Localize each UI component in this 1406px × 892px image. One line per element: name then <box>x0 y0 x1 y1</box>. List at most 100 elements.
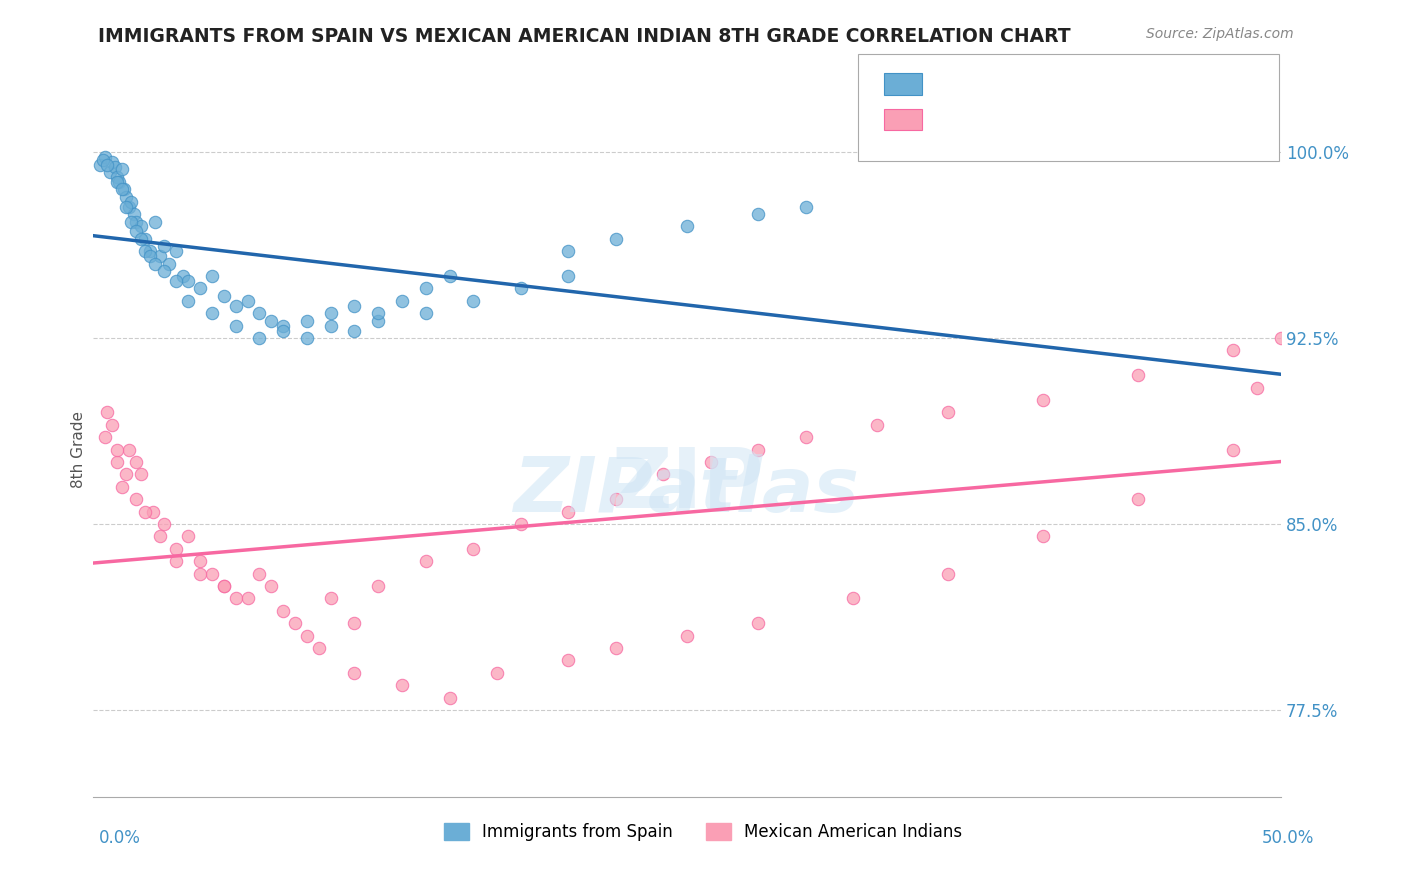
Text: ZIPatlas: ZIPatlas <box>515 454 860 528</box>
Point <box>143 257 166 271</box>
Point <box>129 467 152 482</box>
Point <box>249 566 271 581</box>
Point <box>172 268 194 283</box>
Point <box>103 160 125 174</box>
Point <box>794 200 817 214</box>
Point <box>391 678 413 692</box>
Point <box>129 219 152 234</box>
Point <box>463 541 485 556</box>
Point <box>89 157 111 171</box>
Point <box>284 616 307 631</box>
Point <box>1128 492 1150 507</box>
Text: ZIP: ZIP <box>610 444 763 524</box>
Point <box>111 480 134 494</box>
Point <box>101 417 124 432</box>
Point <box>115 190 138 204</box>
Legend: Immigrants from Spain, Mexican American Indians: Immigrants from Spain, Mexican American … <box>437 816 969 848</box>
Point <box>557 268 579 283</box>
Point <box>212 579 235 593</box>
Point <box>101 155 124 169</box>
Point <box>260 579 283 593</box>
Point <box>367 306 389 320</box>
Point <box>439 268 461 283</box>
Point <box>105 442 128 457</box>
Point <box>509 516 531 531</box>
Point <box>260 314 283 328</box>
Point <box>249 331 271 345</box>
Point <box>153 516 176 531</box>
Point <box>676 219 699 234</box>
Point <box>149 249 172 263</box>
Point <box>225 318 247 333</box>
Point <box>367 579 389 593</box>
Point <box>486 665 509 680</box>
Point <box>866 417 889 432</box>
Point <box>938 566 960 581</box>
Point <box>165 274 187 288</box>
Point <box>118 200 141 214</box>
Point <box>1222 343 1244 358</box>
Point <box>676 629 699 643</box>
Point <box>700 455 723 469</box>
Y-axis label: 8th Grade: 8th Grade <box>72 411 86 488</box>
Point <box>96 157 118 171</box>
Point <box>236 591 259 606</box>
Point <box>91 153 114 167</box>
Point <box>415 306 437 320</box>
Point <box>188 554 211 568</box>
Point <box>319 318 342 333</box>
Point <box>177 293 200 308</box>
Point <box>747 207 769 221</box>
Point <box>295 331 318 345</box>
Point <box>165 541 187 556</box>
Point <box>94 150 117 164</box>
Point <box>125 214 148 228</box>
Point <box>122 207 145 221</box>
Point <box>794 430 817 444</box>
Text: R = 0.435    N = 70: R = 0.435 N = 70 <box>931 76 1092 94</box>
Point <box>938 405 960 419</box>
Point <box>842 591 865 606</box>
Point <box>557 653 579 667</box>
Text: R = 0.377    N = 62: R = 0.377 N = 62 <box>931 112 1092 129</box>
Point <box>308 640 330 655</box>
Point <box>605 492 627 507</box>
Point <box>605 640 627 655</box>
Point <box>343 616 366 631</box>
Point <box>1032 529 1054 543</box>
Point <box>271 604 294 618</box>
Point <box>225 299 247 313</box>
Point <box>143 214 166 228</box>
Point <box>98 165 121 179</box>
Text: ZIPatlas: ZIPatlas <box>496 444 877 524</box>
Point <box>201 268 224 283</box>
Point <box>129 232 152 246</box>
Point <box>134 232 156 246</box>
Point <box>105 455 128 469</box>
Point <box>125 455 148 469</box>
Point <box>343 665 366 680</box>
Point <box>108 175 131 189</box>
Point <box>134 505 156 519</box>
Point <box>249 306 271 320</box>
Point <box>120 194 142 209</box>
Point <box>118 442 141 457</box>
Point <box>111 162 134 177</box>
Text: 0.0%: 0.0% <box>98 830 141 847</box>
Point <box>105 169 128 184</box>
Point <box>212 289 235 303</box>
Point <box>605 232 627 246</box>
Point <box>1128 368 1150 383</box>
Point <box>115 200 138 214</box>
Point <box>225 591 247 606</box>
Point <box>271 318 294 333</box>
Point <box>509 281 531 295</box>
Point <box>391 293 413 308</box>
Point <box>139 249 162 263</box>
Point <box>201 566 224 581</box>
Point <box>463 293 485 308</box>
Point <box>142 505 165 519</box>
Point <box>557 505 579 519</box>
Point <box>747 442 769 457</box>
Point <box>415 554 437 568</box>
